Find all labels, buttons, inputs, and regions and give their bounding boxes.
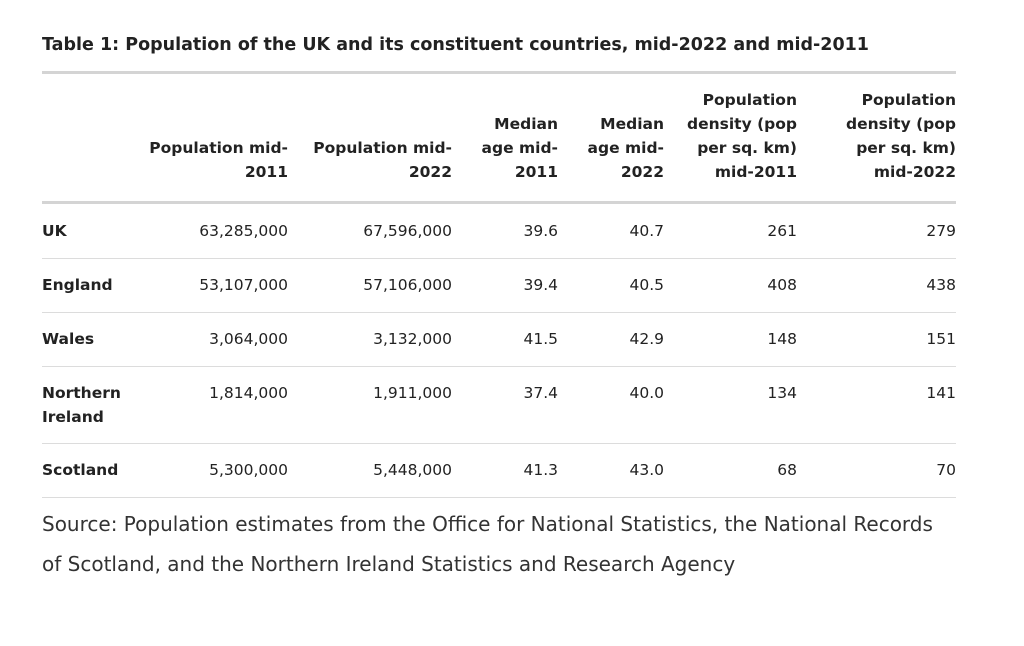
row-header-northern-ireland: Northern Ireland xyxy=(42,366,138,444)
row-header-england: England xyxy=(42,258,138,313)
table-cell: 1,911,000 xyxy=(288,366,452,444)
column-header-median-age-2011: Median age mid-2011 xyxy=(452,74,558,204)
row-header-scotland: Scotland xyxy=(42,443,138,498)
column-header-label: Population density (pop per sq. km) mid-… xyxy=(845,91,956,181)
table-cell: 279 xyxy=(797,202,956,259)
table-cell: 3,064,000 xyxy=(138,312,288,367)
table-cell: 40.7 xyxy=(558,202,664,259)
table-cell: 39.6 xyxy=(452,202,558,259)
table-cell: 148 xyxy=(664,312,797,367)
row-header-uk: UK xyxy=(42,202,138,259)
table-row: UK 63,285,000 67,596,000 39.6 40.7 261 2… xyxy=(42,202,956,259)
table-cell: 1,814,000 xyxy=(138,366,288,444)
column-header-population-2022: Population mid-2022 xyxy=(288,74,452,204)
table-cell: 41.3 xyxy=(452,443,558,498)
table-cell: 67,596,000 xyxy=(288,202,452,259)
column-header-population-2011: Population mid-2011 xyxy=(138,74,288,204)
title-divider xyxy=(42,71,956,74)
table-cell: 42.9 xyxy=(558,312,664,367)
table-title: Table 1: Population of the UK and its co… xyxy=(42,35,869,55)
table-cell: 3,132,000 xyxy=(288,312,452,367)
table-row: England 53,107,000 57,106,000 39.4 40.5 … xyxy=(42,258,956,313)
table-cell: 68 xyxy=(664,443,797,498)
table-cell: 141 xyxy=(797,366,956,444)
table-cell: 151 xyxy=(797,312,956,367)
column-header-label: Median age mid-2022 xyxy=(587,115,664,181)
table-cell: 408 xyxy=(664,258,797,313)
table-row: Wales 3,064,000 3,132,000 41.5 42.9 148 … xyxy=(42,312,956,367)
table-row: Scotland 5,300,000 5,448,000 41.3 43.0 6… xyxy=(42,443,956,498)
table-cell: 261 xyxy=(664,202,797,259)
population-table: Population mid-2011 Population mid-2022 … xyxy=(42,74,956,498)
table-cell: 63,285,000 xyxy=(138,202,288,259)
column-header-density-2011: Population density (pop per sq. km) mid-… xyxy=(664,74,797,204)
table-cell: 53,107,000 xyxy=(138,258,288,313)
column-header-label: Population mid-2011 xyxy=(149,139,288,181)
column-header-blank xyxy=(42,74,138,204)
row-header-label: Northern Ireland xyxy=(42,384,121,426)
row-header-wales: Wales xyxy=(42,312,138,367)
source-note: Source: Population estimates from the Of… xyxy=(42,512,933,576)
table-cell: 5,448,000 xyxy=(288,443,452,498)
table-cell: 134 xyxy=(664,366,797,444)
table-cell: 5,300,000 xyxy=(138,443,288,498)
table-cell: 37.4 xyxy=(452,366,558,444)
table-cell: 39.4 xyxy=(452,258,558,313)
table-cell: 70 xyxy=(797,443,956,498)
document-page: Table 1: Population of the UK and its co… xyxy=(42,30,956,604)
table-row: Northern Ireland 1,814,000 1,911,000 37.… xyxy=(42,366,956,444)
table-cell: 43.0 xyxy=(558,443,664,498)
column-header-label: Population mid-2022 xyxy=(313,139,452,181)
column-header-label: Population density (pop per sq. km) mid-… xyxy=(686,91,797,181)
table-cell: 40.5 xyxy=(558,258,664,313)
column-header-median-age-2022: Median age mid-2022 xyxy=(558,74,664,204)
column-header-label: Median age mid-2011 xyxy=(481,115,558,181)
table-cell: 57,106,000 xyxy=(288,258,452,313)
header-row: Population mid-2011 Population mid-2022 … xyxy=(42,74,956,204)
column-header-density-2022: Population density (pop per sq. km) mid-… xyxy=(797,74,956,204)
table-cell: 438 xyxy=(797,258,956,313)
table-cell: 40.0 xyxy=(558,366,664,444)
table-cell: 41.5 xyxy=(452,312,558,367)
